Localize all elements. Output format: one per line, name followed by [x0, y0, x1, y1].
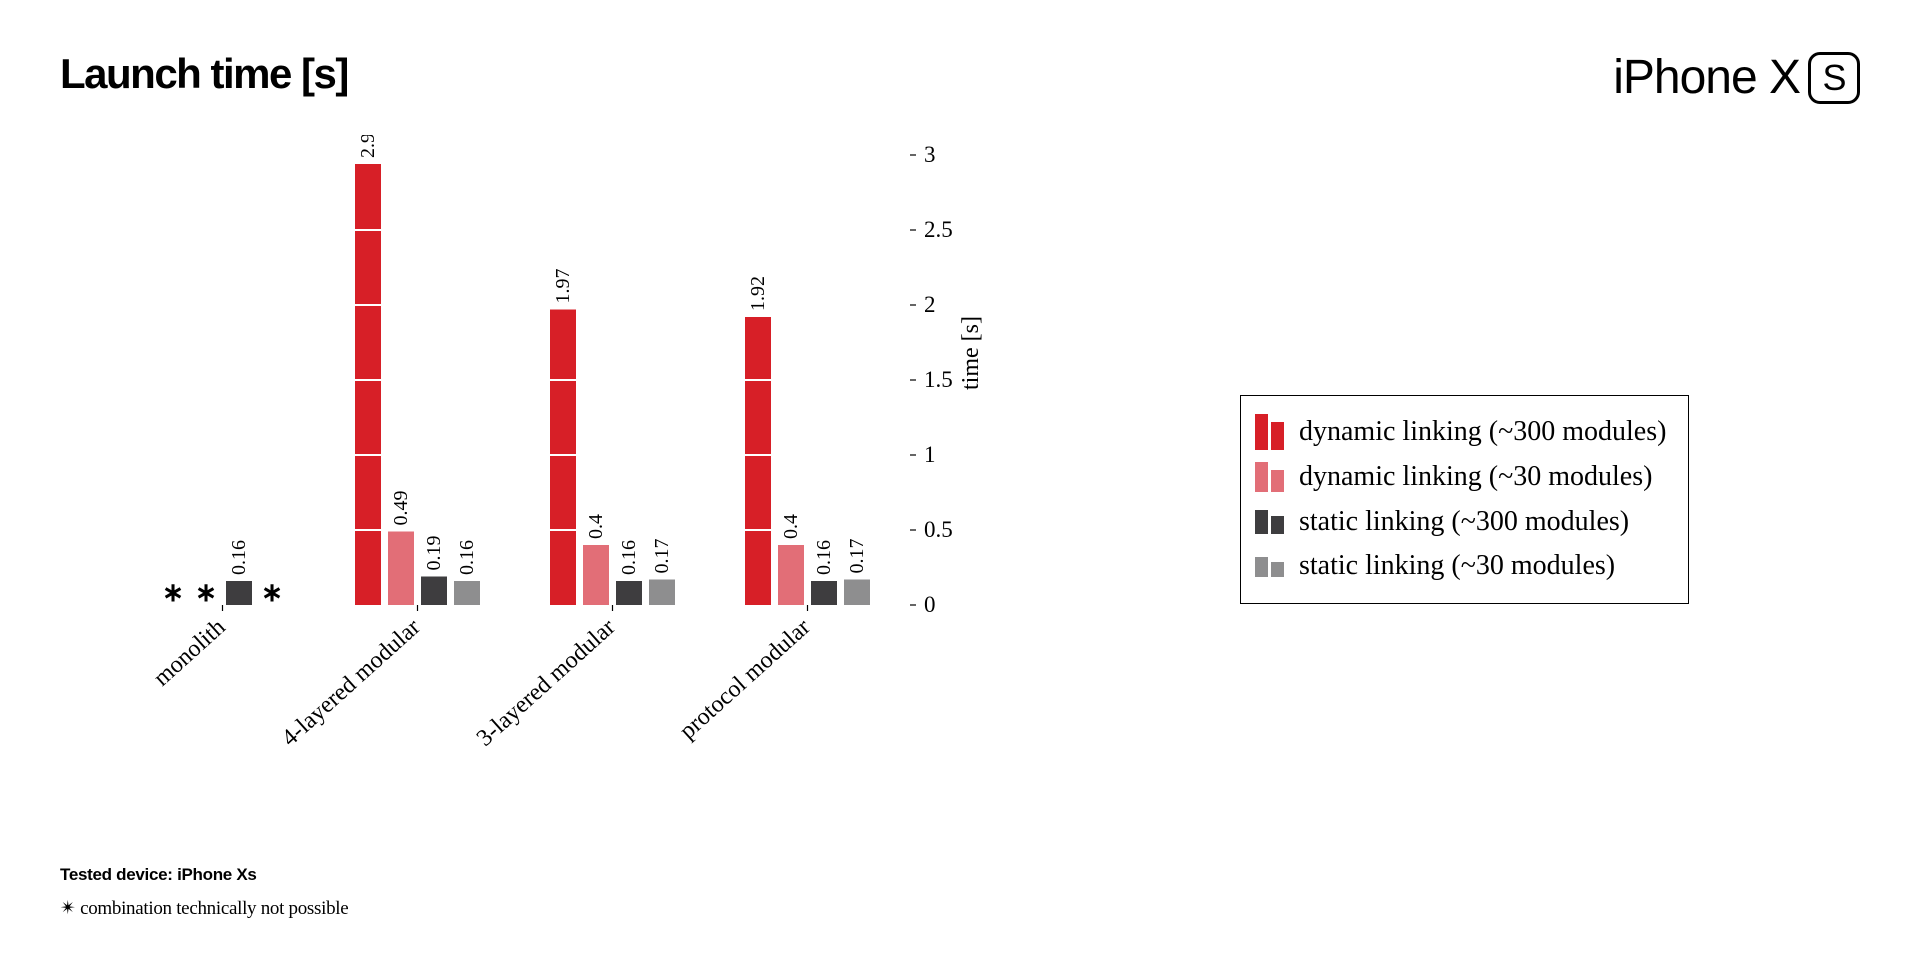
category-label: 3-layered modular [472, 614, 621, 751]
legend-swatch [1255, 462, 1299, 492]
bar-value-label: 1.92 [747, 276, 769, 311]
category-label: 4-layered modular [277, 614, 426, 751]
legend-item: static linking (~300 modules) [1255, 500, 1666, 545]
bar-value-label: 1.97 [552, 269, 574, 304]
bar-value-label: 0.17 [846, 539, 868, 574]
bar [550, 310, 576, 606]
bar-value-label: 0.16 [618, 540, 640, 575]
na-marker: ∗ [162, 578, 184, 607]
legend-swatch [1255, 510, 1299, 534]
na-marker: ∗ [261, 578, 283, 607]
bar [649, 580, 675, 606]
legend-swatch [1255, 557, 1299, 577]
bar-value-label: 0.16 [456, 540, 478, 575]
bar-value-label: 0.49 [390, 491, 412, 526]
na-marker: ∗ [195, 578, 217, 607]
bar [421, 577, 447, 606]
bar-value-label: 0.16 [813, 540, 835, 575]
bar [811, 581, 837, 605]
category-label: monolith [149, 614, 231, 691]
ytick-label: 3 [924, 142, 936, 167]
bar [778, 545, 804, 605]
ytick-label: 1.5 [924, 367, 953, 392]
ytick-label: 0.5 [924, 517, 953, 542]
bar-value-label: 0.4 [585, 514, 607, 539]
bar-value-label: 0.16 [228, 540, 250, 575]
bar [844, 580, 870, 606]
legend-label: dynamic linking (~30 modules) [1299, 455, 1652, 500]
bar-value-label: 0.19 [423, 536, 445, 571]
legend: dynamic linking (~300 modules)dynamic li… [1240, 395, 1689, 604]
bar [454, 581, 480, 605]
legend-item: dynamic linking (~300 modules) [1255, 410, 1666, 455]
device-name: iPhone X [1613, 50, 1800, 105]
legend-label: static linking (~30 modules) [1299, 544, 1615, 589]
legend-item: dynamic linking (~30 modules) [1255, 455, 1666, 500]
ytick-label: 0 [924, 592, 936, 617]
bar [226, 581, 252, 605]
bar [388, 532, 414, 606]
ytick-label: 2 [924, 292, 936, 317]
footnote-asterisk: ✴ combination technically not possible [60, 897, 348, 920]
chart-area: 0 0.5 1 1.5 2 2.5 3 time [s] ∗ ∗ 0.16 ∗ monolith 2.94… [60, 135, 1040, 835]
bar-chart: 0 0.5 1 1.5 2 2.5 3 time [s] ∗ ∗ 0.16 ∗ monolith 2.94… [60, 135, 1040, 835]
footnotes: Tested device: iPhone Xs ✴ combination t… [60, 865, 348, 932]
legend-item: static linking (~30 modules) [1255, 544, 1666, 589]
bar-value-label: 2.94 [357, 135, 379, 158]
bar [745, 317, 771, 605]
bar [616, 581, 642, 605]
bar-value-label: 0.17 [651, 539, 673, 574]
legend-label: dynamic linking (~300 modules) [1299, 410, 1666, 455]
bar-value-label: 0.4 [780, 514, 802, 539]
ytick-label: 2.5 [924, 217, 953, 242]
bar [583, 545, 609, 605]
device-label: iPhone X S [1613, 50, 1860, 105]
ytick-label: 1 [924, 442, 936, 467]
footnote-device: Tested device: iPhone Xs [60, 865, 348, 885]
category-label: protocol modular [675, 614, 816, 744]
legend-swatch [1255, 414, 1299, 450]
device-badge: S [1808, 52, 1860, 104]
y-axis-label: time [s] [958, 316, 984, 390]
legend-label: static linking (~300 modules) [1299, 500, 1629, 545]
chart-title: Launch time [s] [60, 50, 348, 98]
